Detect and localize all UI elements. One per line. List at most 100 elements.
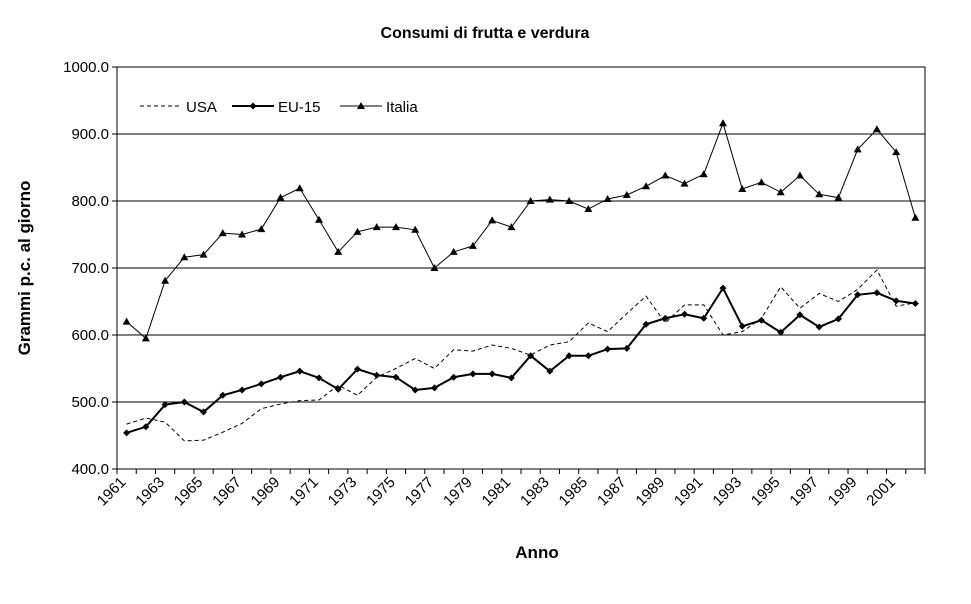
data-point — [584, 352, 592, 360]
data-point — [315, 374, 323, 382]
data-point — [430, 384, 438, 392]
data-point — [719, 284, 727, 292]
data-point — [642, 320, 650, 328]
data-point — [681, 310, 689, 318]
legend-marker — [249, 102, 257, 110]
y-tick-label: 500.0 — [71, 394, 109, 411]
series-line — [126, 286, 916, 434]
legend-label: EU-15 — [278, 99, 321, 116]
data-point — [180, 398, 188, 406]
data-point — [430, 264, 439, 271]
data-point — [565, 197, 574, 204]
data-point — [450, 373, 458, 381]
data-point — [603, 194, 612, 202]
data-point — [873, 289, 881, 297]
data-point — [584, 205, 593, 213]
data-point — [411, 225, 420, 233]
data-point — [527, 352, 535, 360]
data-point — [507, 374, 515, 382]
legend-marker — [357, 102, 365, 109]
data-point — [200, 408, 208, 416]
data-point — [854, 291, 862, 299]
data-point — [141, 334, 150, 342]
data-point — [699, 170, 708, 178]
data-point — [277, 373, 285, 381]
data-point — [469, 370, 477, 378]
y-tick-label: 800.0 — [71, 193, 109, 210]
data-point — [334, 247, 343, 255]
data-point — [257, 225, 266, 233]
data-point — [738, 184, 747, 192]
chart-title: Consumi di frutta e verdura — [381, 25, 590, 42]
data-point — [372, 223, 381, 231]
y-tick-label: 600.0 — [71, 327, 109, 344]
data-point — [219, 391, 227, 399]
data-point — [507, 223, 516, 231]
legend-label: USA — [186, 99, 217, 116]
data-point — [161, 401, 169, 409]
y-tick-label: 400.0 — [71, 461, 109, 478]
data-point — [238, 386, 246, 394]
data-point — [411, 386, 419, 394]
data-point — [449, 247, 458, 255]
series-line — [126, 121, 916, 340]
data-point — [757, 316, 765, 324]
data-point — [661, 171, 670, 179]
y-tick-label: 1000.0 — [63, 59, 109, 76]
data-point — [661, 314, 669, 322]
data-point — [180, 253, 189, 261]
data-point — [892, 297, 900, 305]
data-point — [392, 373, 400, 381]
data-point — [353, 227, 362, 235]
data-point — [488, 216, 497, 224]
data-point — [161, 276, 170, 284]
data-point — [296, 367, 304, 375]
data-point — [604, 345, 612, 353]
data-point — [872, 125, 881, 133]
data-point — [719, 119, 727, 127]
data-point — [488, 370, 496, 378]
y-axis-title: Grammi p.c. al giorno — [15, 181, 34, 356]
y-tick-label: 700.0 — [71, 260, 109, 277]
data-point — [276, 193, 285, 201]
data-point — [700, 314, 708, 322]
data-point — [142, 423, 150, 431]
data-point — [295, 184, 304, 192]
data-point — [796, 311, 804, 319]
data-point — [391, 223, 400, 231]
data-point — [545, 195, 554, 203]
data-point — [623, 344, 631, 352]
data-point — [853, 145, 862, 153]
series-line — [126, 269, 916, 442]
data-point — [776, 188, 785, 196]
data-point — [911, 213, 920, 221]
legend-label: Italia — [386, 99, 418, 116]
data-point — [757, 178, 766, 186]
data-point — [238, 230, 247, 238]
data-point — [257, 380, 265, 388]
data-point — [199, 250, 208, 258]
data-point — [218, 229, 227, 237]
data-point — [680, 179, 689, 187]
data-point — [834, 315, 842, 323]
data-point — [468, 241, 477, 249]
x-axis-title: Anno — [515, 543, 558, 562]
data-point — [815, 323, 823, 331]
data-point — [122, 317, 131, 325]
data-point — [815, 190, 824, 198]
data-point — [334, 385, 342, 393]
data-point — [546, 367, 554, 375]
data-point — [565, 352, 573, 360]
data-point — [777, 328, 785, 336]
data-point — [738, 322, 746, 330]
data-point — [622, 190, 631, 198]
data-point — [373, 371, 381, 379]
data-point — [315, 215, 323, 223]
data-point — [526, 197, 535, 204]
data-point — [911, 300, 919, 308]
data-point — [892, 148, 901, 156]
data-point — [123, 429, 131, 437]
data-point — [795, 171, 804, 179]
